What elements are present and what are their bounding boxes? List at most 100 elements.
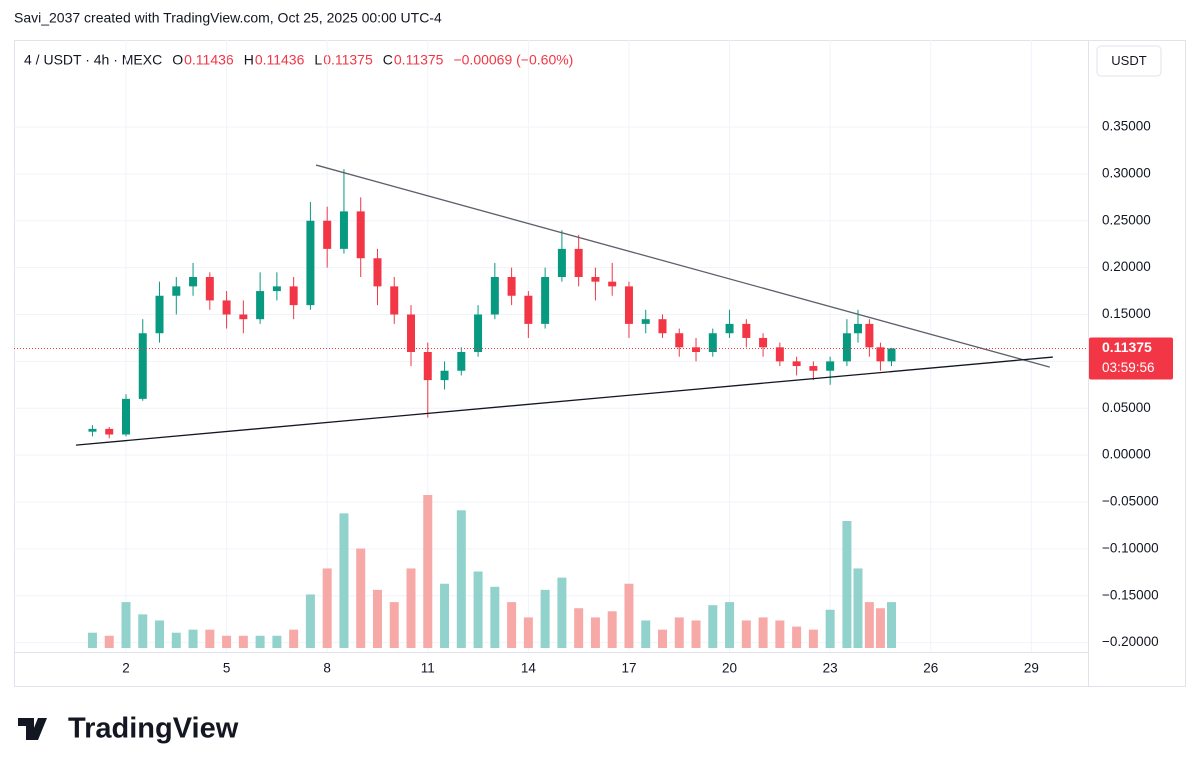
candle-body	[205, 277, 214, 301]
volume-bar	[289, 629, 299, 648]
candle-body	[759, 337, 768, 348]
trendline	[315, 164, 1050, 368]
x-tick-label: 5	[223, 661, 231, 676]
candle-body	[121, 398, 130, 435]
x-tick-label: 2	[122, 661, 130, 676]
volume-bar	[808, 629, 818, 648]
logo-text: TradingView	[68, 713, 239, 745]
candle-body	[323, 220, 332, 249]
volume-bar	[507, 602, 517, 648]
candle-body	[692, 347, 701, 352]
volume-bar	[188, 629, 198, 648]
volume-bar	[590, 617, 600, 648]
candle-body	[423, 352, 432, 381]
y-tick-label: −0.20000	[1102, 634, 1159, 649]
trendline	[75, 356, 1053, 446]
volume-bar	[574, 608, 584, 648]
candle-body	[557, 248, 566, 277]
legend-ohlc-value: 0.11375	[323, 52, 373, 68]
volume-bar	[171, 632, 181, 648]
y-tick-label: 0.20000	[1102, 259, 1151, 274]
chart-frame	[14, 40, 1186, 687]
header: Savi_2037 created with TradingView.com, …	[14, 10, 442, 26]
x-tick-label: 8	[323, 661, 331, 676]
candle-body	[222, 300, 231, 315]
volume-bar	[775, 620, 785, 648]
candle-body	[189, 277, 198, 287]
volume-bar	[104, 635, 114, 648]
x-tick-label: 14	[521, 661, 537, 676]
candle-body	[887, 348, 896, 362]
candle-body	[853, 323, 862, 334]
candle-body	[356, 211, 365, 259]
volume-bar	[356, 548, 366, 648]
candle-body	[608, 281, 617, 287]
candle-body	[155, 295, 164, 334]
volume-bar	[557, 577, 567, 648]
volume-bar	[792, 626, 802, 648]
candle-body	[708, 333, 717, 352]
volume-bar	[389, 602, 399, 648]
volume-bar	[741, 620, 751, 648]
x-tick-label: 29	[1024, 661, 1039, 676]
candle-body	[138, 333, 147, 399]
last-price-label: 0.11375	[1102, 339, 1152, 355]
volume-bar	[842, 521, 852, 648]
candle-body	[591, 277, 600, 282]
candle-body	[289, 286, 298, 306]
volume-bar	[607, 611, 617, 648]
volume-bar	[708, 605, 718, 648]
legend-ohlc-value: 0.11436	[184, 52, 234, 68]
candle-body	[658, 319, 667, 334]
currency-box[interactable]	[1096, 45, 1162, 77]
volume-bar	[440, 583, 450, 648]
legend: 4 / USDT · 4h · MEXC O 0.11436 H 0.11436 L 0.1…	[24, 52, 573, 68]
volume-bar	[372, 589, 382, 648]
candle-body	[256, 291, 265, 320]
candle-body	[172, 286, 181, 296]
candle-body	[339, 211, 348, 249]
volume-bar	[138, 614, 148, 648]
candle-body	[541, 277, 550, 324]
volume-bar	[222, 635, 232, 648]
y-tick-label: 0.15000	[1102, 306, 1151, 321]
volume-bar	[255, 635, 265, 648]
x-tick-label: 11	[421, 661, 435, 676]
currency[interactable]: USDT	[1111, 53, 1146, 68]
volume-bar	[674, 617, 684, 648]
y-tick-label: 0.35000	[1102, 119, 1151, 134]
volume-bar	[272, 635, 282, 648]
candle-body	[842, 333, 851, 362]
candle-body	[272, 286, 281, 292]
legend-ohlc-value: 0.11436	[255, 52, 305, 68]
volume-bar	[758, 617, 768, 648]
volume-bar	[423, 495, 433, 648]
logo-icon	[18, 718, 47, 740]
y-tick-label: 0.05000	[1102, 400, 1151, 415]
volume-bar	[691, 620, 701, 648]
candle-body	[105, 428, 114, 435]
volume-bar	[853, 568, 863, 648]
volume-bar	[205, 629, 215, 648]
candle-body	[306, 220, 315, 306]
candle-body	[574, 248, 583, 277]
legend-ohlc-label: C	[383, 52, 393, 68]
volume-bar	[322, 568, 332, 648]
x-tick-label: 20	[722, 661, 737, 676]
candle-body	[742, 323, 751, 338]
candle-body	[826, 361, 835, 371]
y-tick-label: −0.10000	[1102, 540, 1159, 555]
volume-bar	[725, 602, 735, 648]
plot: 0.350000.300000.250000.200000.150000.100…	[14, 40, 1173, 676]
x-tick-label: 17	[621, 661, 636, 676]
candle-body	[490, 277, 499, 315]
candle-body	[876, 347, 885, 362]
volume-bar	[121, 602, 131, 648]
y-tick-label: 0.30000	[1102, 165, 1151, 180]
candle-body	[641, 319, 650, 324]
countdown: 03:59:56	[1102, 360, 1155, 375]
volume-bar	[875, 608, 885, 648]
y-tick-label: −0.05000	[1102, 494, 1159, 509]
